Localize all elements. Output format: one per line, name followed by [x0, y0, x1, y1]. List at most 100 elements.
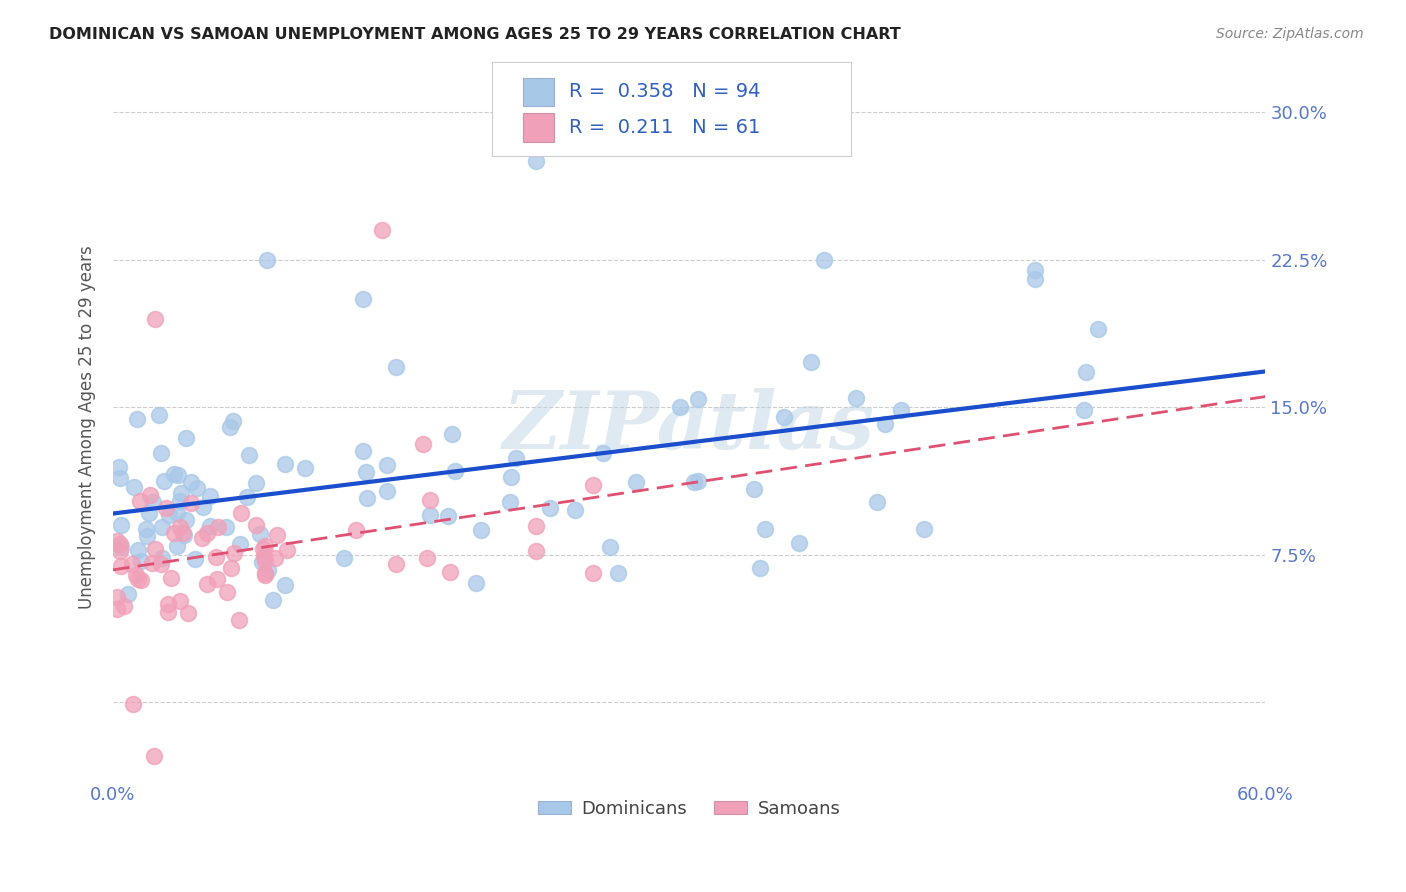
Point — [443, 464, 465, 478]
Point — [742, 483, 765, 497]
Point — [253, 567, 276, 582]
Point — [136, 529, 159, 543]
Point — [148, 409, 170, 423]
Point — [108, 470, 131, 484]
Point — [110, 518, 132, 533]
Point — [772, 409, 794, 424]
Point — [1076, 364, 1098, 378]
Point — [222, 414, 245, 428]
Point — [190, 531, 212, 545]
Point — [754, 522, 776, 536]
Point — [121, 558, 143, 572]
Point — [129, 554, 152, 568]
Point — [253, 566, 276, 581]
Point — [252, 542, 274, 557]
Y-axis label: Unemployment Among Ages 25 to 29 years: Unemployment Among Ages 25 to 29 years — [79, 245, 96, 609]
Point — [107, 460, 129, 475]
Point — [127, 543, 149, 558]
Point — [419, 508, 441, 522]
Point — [170, 486, 193, 500]
Point — [180, 496, 202, 510]
Point — [163, 525, 186, 540]
Point — [122, 480, 145, 494]
Point — [875, 417, 897, 431]
Point — [231, 506, 253, 520]
Point — [439, 566, 461, 580]
Point — [256, 252, 278, 267]
Point — [245, 517, 267, 532]
Point — [150, 550, 173, 565]
Point — [217, 585, 239, 599]
Point — [606, 566, 628, 581]
Point — [800, 355, 823, 369]
Point — [215, 520, 238, 534]
Point — [195, 526, 218, 541]
Point — [105, 602, 128, 616]
Point — [262, 592, 284, 607]
Point — [143, 749, 166, 764]
Text: R =  0.358   N = 94: R = 0.358 N = 94 — [569, 82, 761, 102]
Point — [505, 451, 527, 466]
Point — [174, 431, 197, 445]
Point — [172, 525, 194, 540]
Point — [599, 540, 621, 554]
Point — [266, 528, 288, 542]
Point — [125, 567, 148, 582]
Point — [592, 446, 614, 460]
Point — [141, 556, 163, 570]
Point — [356, 466, 378, 480]
Point — [375, 458, 398, 472]
Point — [177, 606, 200, 620]
Point — [683, 475, 706, 489]
Legend: Dominicans, Samoans: Dominicans, Samoans — [531, 793, 848, 825]
Point — [356, 491, 378, 505]
Point — [150, 557, 173, 571]
Point — [108, 544, 131, 558]
Point — [582, 566, 605, 581]
Point — [250, 555, 273, 569]
Point — [845, 392, 868, 406]
Point — [105, 533, 128, 548]
Point — [173, 527, 195, 541]
Point — [195, 577, 218, 591]
Point — [228, 613, 250, 627]
Text: ZIPatlas: ZIPatlas — [503, 388, 876, 466]
Point — [371, 223, 394, 237]
Point — [344, 523, 367, 537]
Text: R =  0.211   N = 61: R = 0.211 N = 61 — [569, 118, 761, 137]
Point — [160, 571, 183, 585]
Point — [110, 537, 132, 551]
Point — [155, 501, 177, 516]
Point — [501, 470, 523, 484]
Point — [186, 481, 208, 495]
Point — [166, 506, 188, 520]
Point — [276, 543, 298, 558]
Point — [524, 544, 547, 558]
Point — [138, 506, 160, 520]
Point — [524, 518, 547, 533]
Point — [1087, 322, 1109, 336]
Point — [294, 461, 316, 475]
Point — [238, 448, 260, 462]
Point — [273, 578, 295, 592]
Point — [143, 311, 166, 326]
Point — [224, 545, 246, 559]
Text: Source: ZipAtlas.com: Source: ZipAtlas.com — [1216, 27, 1364, 41]
Point — [169, 593, 191, 607]
Point — [150, 520, 173, 534]
Point — [626, 475, 648, 489]
Point — [333, 550, 356, 565]
Point — [470, 523, 492, 537]
Point — [110, 559, 132, 574]
Point — [166, 539, 188, 553]
Point — [499, 494, 522, 508]
Point — [228, 537, 250, 551]
Point — [540, 500, 562, 515]
Point — [375, 484, 398, 499]
Point — [105, 590, 128, 604]
Point — [236, 490, 259, 504]
Point — [205, 572, 228, 586]
Point — [813, 252, 835, 267]
Text: DOMINICAN VS SAMOAN UNEMPLOYMENT AMONG AGES 25 TO 29 YEARS CORRELATION CHART: DOMINICAN VS SAMOAN UNEMPLOYMENT AMONG A… — [49, 27, 901, 42]
Point — [415, 551, 437, 566]
